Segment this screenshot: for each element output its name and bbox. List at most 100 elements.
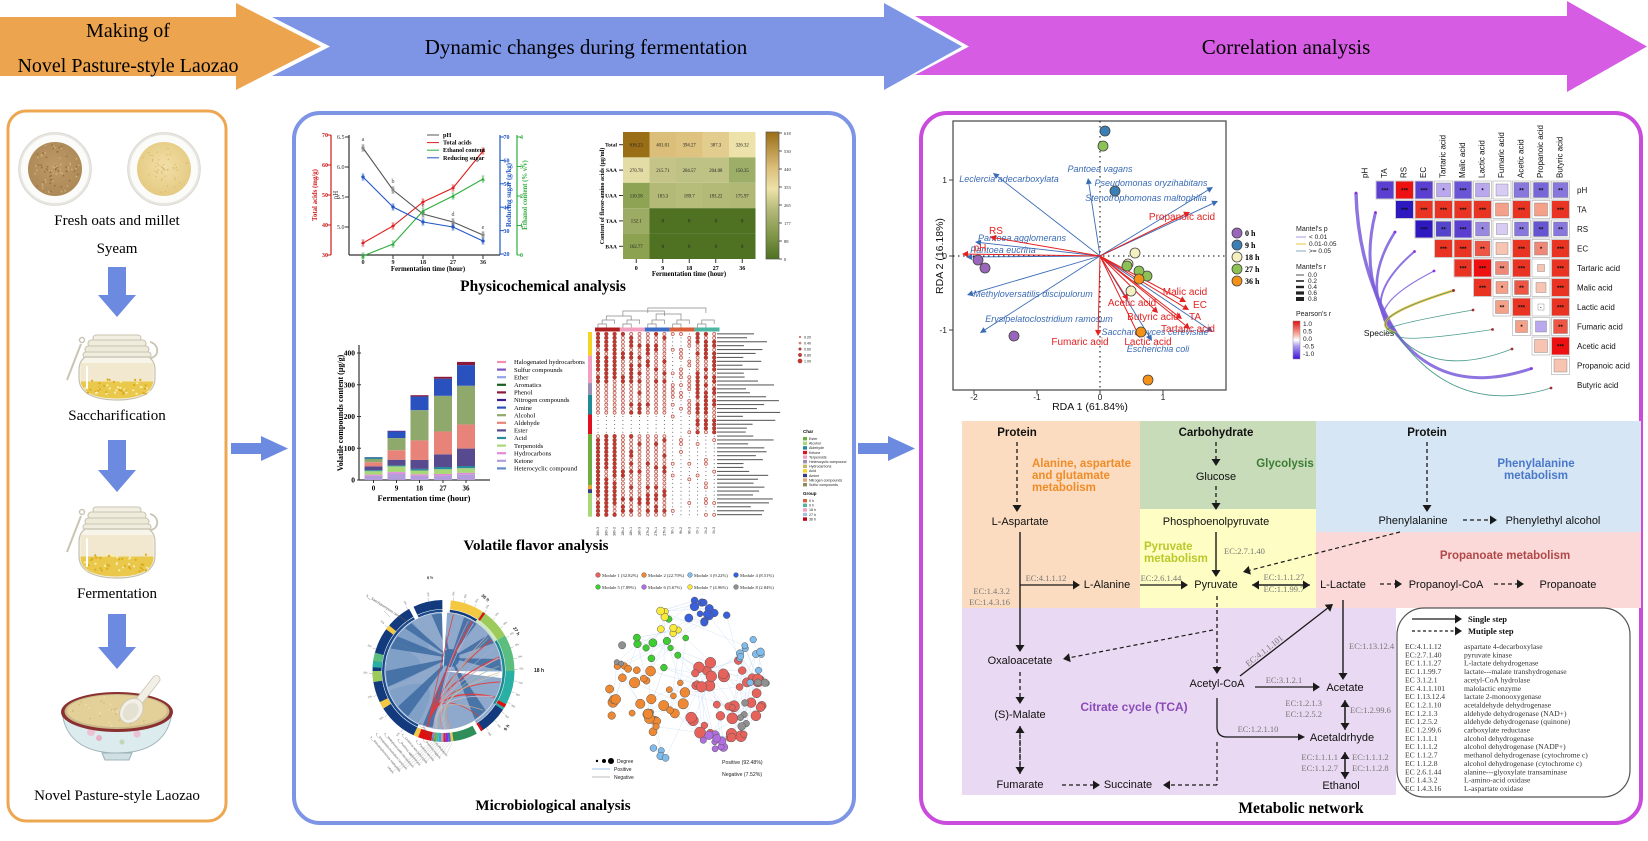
- svg-text:401.01: 401.01: [656, 144, 670, 149]
- svg-text:0%: 0%: [504, 713, 510, 719]
- svg-text:***: ***: [1440, 208, 1448, 214]
- svg-text:Positive (92.48%): Positive (92.48%): [722, 760, 763, 766]
- svg-text:0: 0: [741, 220, 744, 225]
- svg-text:Module 4 (8.51%): Module 4 (8.51%): [740, 573, 774, 578]
- svg-text:204.08: 204.08: [709, 169, 723, 174]
- svg-text:Pseudomonas oryzihabitans: Pseudomonas oryzihabitans: [1094, 178, 1208, 188]
- svg-text:0.0: 0.0: [1308, 272, 1317, 279]
- svg-text:27: 27: [713, 266, 719, 272]
- svg-text:*: *: [1481, 189, 1484, 195]
- svg-text:Fumaric acid: Fumaric acid: [1577, 323, 1623, 332]
- svg-text:Ethanol content: Ethanol content: [443, 147, 486, 154]
- svg-text:EC:1.2.1.10: EC:1.2.1.10: [1238, 724, 1279, 734]
- svg-text:Reducing sugar: Reducing sugar: [443, 155, 485, 162]
- svg-text:EC 1.1.99.7: EC 1.1.99.7: [1405, 667, 1441, 676]
- svg-text:L-Alanine: L-Alanine: [1084, 579, 1130, 591]
- svg-text:Module 8 (2.84%): Module 8 (2.84%): [740, 585, 774, 590]
- svg-text:0%: 0%: [463, 593, 468, 599]
- svg-text:EC:1.2.5.2: EC:1.2.5.2: [1285, 709, 1322, 719]
- svg-text:b: b: [392, 179, 395, 185]
- svg-text:5%: 5%: [367, 694, 373, 699]
- svg-text:Module 1 (32.82%): Module 1 (32.82%): [602, 573, 639, 578]
- svg-text:·: ·: [1540, 306, 1542, 312]
- svg-text:EC 2.6.1.44: EC 2.6.1.44: [1405, 767, 1441, 776]
- svg-text:EC:1.1.1.2: EC:1.1.1.2: [1352, 752, 1389, 762]
- svg-text:aldehyde dehydrogenase (NAD+): aldehyde dehydrogenase (NAD+): [1464, 709, 1567, 718]
- svg-text:616.23: 616.23: [630, 144, 644, 149]
- svg-text:Fresh oats and millet: Fresh oats and millet: [54, 213, 180, 229]
- svg-text:Saccharification: Saccharification: [68, 408, 166, 424]
- svg-text:0h-3: 0h-3: [712, 527, 716, 534]
- svg-text:-1: -1: [1033, 392, 1041, 402]
- svg-text:387.3: 387.3: [710, 144, 721, 149]
- svg-text:Group: Group: [803, 491, 817, 496]
- svg-text:0%: 0%: [502, 620, 508, 626]
- svg-text:27: 27: [440, 485, 448, 493]
- svg-text:EC:1.2.1.3: EC:1.2.1.3: [1285, 698, 1322, 708]
- svg-text:Ester: Ester: [514, 428, 528, 435]
- svg-text:L-Lactate: L-Lactate: [1320, 579, 1366, 591]
- svg-text:***: ***: [1557, 286, 1565, 292]
- svg-text:**: **: [1500, 306, 1505, 312]
- svg-text:Total: Total: [605, 143, 617, 149]
- svg-text:Sulfur compounds: Sulfur compounds: [514, 367, 563, 374]
- svg-text:Ketone: Ketone: [514, 458, 533, 465]
- svg-text:Propanoic acid: Propanoic acid: [1149, 212, 1215, 223]
- svg-text:20: 20: [504, 252, 510, 258]
- svg-text:EC:1.2.99.6: EC:1.2.99.6: [1350, 705, 1391, 715]
- svg-text:***: ***: [1557, 306, 1565, 312]
- svg-text:204.57: 204.57: [683, 169, 697, 174]
- svg-text:Mantel's p: Mantel's p: [1296, 226, 1328, 233]
- svg-text:Glucose: Glucose: [1196, 471, 1236, 483]
- svg-text:110.58: 110.58: [630, 194, 644, 199]
- svg-text:**: **: [1519, 228, 1524, 234]
- svg-text:EC:1.4.3.16: EC:1.4.3.16: [969, 597, 1010, 607]
- svg-text:***: ***: [1518, 306, 1526, 312]
- svg-text:***: ***: [1420, 228, 1428, 234]
- svg-text:metabolism: metabolism: [1144, 553, 1208, 565]
- svg-text:Pantoea eucrina: Pantoea eucrina: [970, 245, 1036, 255]
- svg-text:5%: 5%: [395, 731, 401, 737]
- svg-text:0h-2: 0h-2: [704, 527, 708, 534]
- svg-text:Negative: Negative: [614, 775, 634, 781]
- svg-text:Syeam: Syeam: [97, 241, 138, 257]
- svg-text:Tartaric acid: Tartaric acid: [1439, 135, 1448, 178]
- svg-text:EC:1.1.2.8: EC:1.1.2.8: [1352, 763, 1389, 773]
- svg-text:0: 0: [1098, 392, 1103, 402]
- svg-text:0.2: 0.2: [1308, 278, 1317, 285]
- svg-text:Protein: Protein: [1407, 427, 1447, 439]
- svg-text:pH: pH: [1577, 186, 1587, 195]
- svg-text:s__Saccharomyces cerevisiae: s__Saccharomyces cerevisiae: [365, 593, 408, 623]
- svg-text:Mantel's r: Mantel's r: [1296, 264, 1327, 271]
- svg-text:0.8: 0.8: [1308, 296, 1317, 303]
- svg-text:Phosphoenolpyruvate: Phosphoenolpyruvate: [1163, 516, 1269, 528]
- svg-text:*: *: [1540, 247, 1543, 253]
- svg-text:Fumaric acid: Fumaric acid: [1051, 337, 1108, 348]
- svg-text:0: 0: [942, 251, 947, 261]
- svg-text:353: 353: [784, 185, 792, 190]
- svg-text:L-Aspartate: L-Aspartate: [992, 516, 1049, 528]
- svg-text:EC: EC: [1419, 167, 1428, 178]
- svg-text:Positive: Positive: [614, 767, 632, 773]
- svg-text:Ketone: Ketone: [809, 451, 820, 455]
- svg-text:5%: 5%: [426, 592, 431, 597]
- svg-text:Hydrocarbons: Hydrocarbons: [514, 450, 552, 457]
- svg-text:36: 36: [739, 266, 745, 272]
- svg-text:Phenylethyl alcohol: Phenylethyl alcohol: [1506, 515, 1601, 527]
- svg-text:18 h: 18 h: [534, 668, 544, 674]
- svg-text:**: **: [1500, 267, 1505, 273]
- svg-text:EC 1.2.5.2: EC 1.2.5.2: [1405, 717, 1438, 726]
- svg-text:Acetic acid: Acetic acid: [1577, 342, 1616, 351]
- svg-text:27h-1: 27h-1: [654, 527, 658, 536]
- svg-text:60: 60: [322, 163, 328, 169]
- svg-text:Citrate cycle (TCA): Citrate cycle (TCA): [1080, 700, 1187, 714]
- svg-text:SAA: SAA: [606, 168, 617, 174]
- svg-text:Tartaric acid: Tartaric acid: [1161, 324, 1215, 335]
- svg-text:Acetyl-CoA: Acetyl-CoA: [1189, 678, 1245, 690]
- svg-text:***: ***: [1557, 208, 1565, 214]
- svg-text:Metabolic network: Metabolic network: [1238, 800, 1364, 817]
- svg-text:*: *: [1501, 286, 1504, 292]
- svg-text:d: d: [452, 212, 455, 218]
- svg-text:36h-3: 36h-3: [596, 527, 600, 536]
- svg-text:lactate---malate transhydrogen: lactate---malate transhydrogenase: [1464, 667, 1567, 676]
